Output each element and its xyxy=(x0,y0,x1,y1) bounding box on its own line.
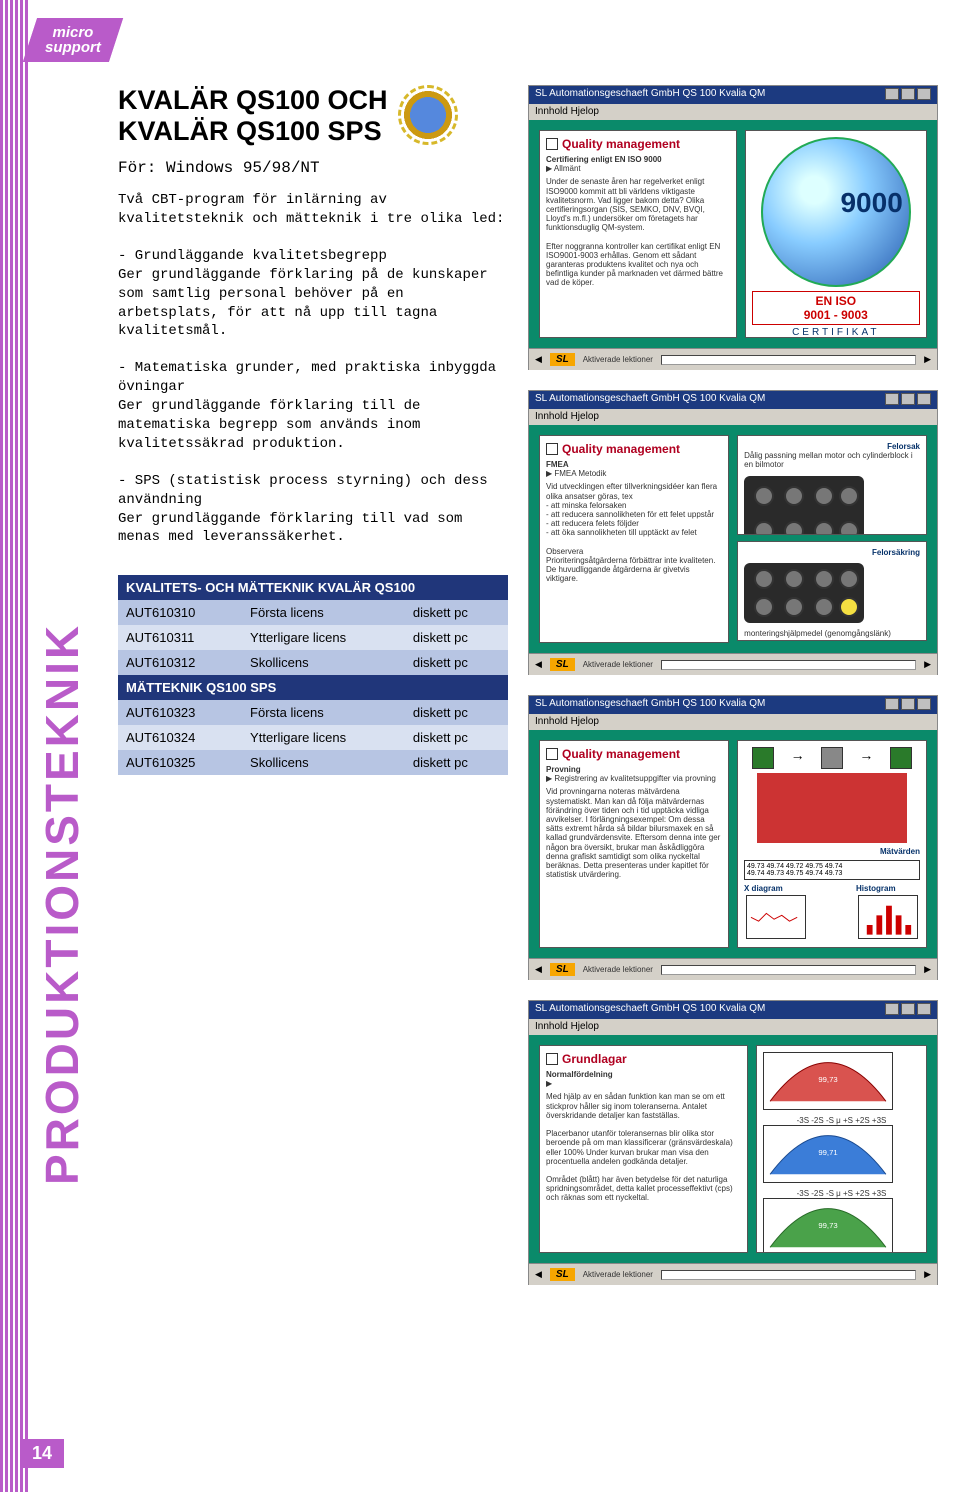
shot3-left-panel: Quality management Provning▶ Registrerin… xyxy=(539,740,729,948)
svensk-text-badge-icon xyxy=(398,85,458,145)
table-section-header: MÄTTEKNIK QS100 SPS xyxy=(118,675,508,700)
table-row: AUT610312 Skollicens diskett pc xyxy=(118,650,508,675)
window-buttons-icon xyxy=(885,88,931,102)
page-number: 14 xyxy=(20,1439,64,1468)
page-title: KVALÄR QS100 OCH KVALÄR QS100 SPS xyxy=(118,85,388,147)
values-mini-table: 49.73 49.74 49.72 49.75 49.7449.74 49.73… xyxy=(744,860,920,880)
bell-curve-chart: 99,73 xyxy=(763,1198,893,1253)
intro-paragraph: Två CBT-program för inlärning av kvalite… xyxy=(118,191,508,229)
engine-block-icon xyxy=(744,476,864,535)
x-chart-icon xyxy=(746,895,806,939)
fwd-arrow-icon: ▶ xyxy=(924,354,931,365)
paragraph-3: - SPS (statistisk process styrning) och … xyxy=(118,472,508,548)
window-menubar: Innhold Hjelop xyxy=(529,104,937,120)
table-header: KVALITETS- OCH MÄTTEKNIK KVALÄR QS100 xyxy=(118,575,508,600)
logo-line2: support xyxy=(45,39,101,56)
part-icon xyxy=(752,747,774,769)
part-icon xyxy=(890,747,912,769)
table-row: AUT610323 Första licens diskett pc xyxy=(118,700,508,725)
screenshot-3: SL Automationsgeschaeft GmbH QS 100 Kval… xyxy=(528,695,938,980)
table-row: AUT610311 Ytterligare licens diskett pc xyxy=(118,625,508,650)
table-row: AUT610324 Ytterligare licens diskett pc xyxy=(118,725,508,750)
testing-fixture-icon xyxy=(757,773,907,843)
globe-icon: 9000 xyxy=(761,137,911,287)
section-vertical-label: PRODUKTIONSTEKNIK xyxy=(35,623,89,1185)
shot2-right-panel: Felorsak Dålig passning mellan motor och… xyxy=(737,435,927,643)
paragraph-1: - Grundläggande kvalitetsbegrepp Ger gru… xyxy=(118,247,508,341)
back-arrow-icon: ◀ xyxy=(535,354,542,365)
progress-bar xyxy=(661,355,916,365)
svg-text:99,71: 99,71 xyxy=(818,1148,837,1157)
bell-curve-chart: 99,71 xyxy=(763,1125,893,1183)
engine-block-icon xyxy=(744,563,864,623)
shot4-right-panel: 99,73 -3S -2S -S μ +S +2S +3S 99,71 -3S … xyxy=(756,1045,927,1253)
histogram-icon xyxy=(858,895,918,939)
svg-text:99,73: 99,73 xyxy=(818,1075,837,1084)
iso-badge: EN ISO9001 - 9003 xyxy=(752,291,920,325)
shot1-right-panel: 9000 EN ISO9001 - 9003 CERTIFIKAT xyxy=(745,130,927,338)
paragraph-2: - Matematiska grunder, med praktiska inb… xyxy=(118,359,508,453)
window-statusbar: ◀ SL Aktiverade lektioner ▶ xyxy=(529,348,937,370)
decorative-stripe xyxy=(0,0,28,1492)
screenshot-4: SL Automationsgeschaeft GmbH QS 100 Kval… xyxy=(528,1000,938,1285)
flag-icon xyxy=(546,138,558,150)
shot4-left-panel: Grundlagar Normalfördelning▶ Med hjälp a… xyxy=(539,1045,748,1253)
svg-text:99,73: 99,73 xyxy=(818,1221,837,1230)
table-row: AUT610325 Skollicens diskett pc xyxy=(118,750,508,775)
screenshot-1: SL Automationsgeschaeft GmbH QS 100 Kval… xyxy=(528,85,938,370)
table-row: AUT610310 Första licens diskett pc xyxy=(118,600,508,625)
shot2-left-panel: Quality management FMEA▶ FMEA Metodik Vi… xyxy=(539,435,729,643)
screenshot-2: SL Automationsgeschaeft GmbH QS 100 Kval… xyxy=(528,390,938,675)
window-titlebar: SL Automationsgeschaeft GmbH QS 100 Kval… xyxy=(529,86,937,104)
shot3-right-panel: → → Mätvärden 49.73 49.74 49.72 49.75 49… xyxy=(737,740,927,948)
product-table: KVALITETS- OCH MÄTTEKNIK KVALÄR QS100 AU… xyxy=(118,575,508,775)
shot1-left-panel: Quality management Certifiering enligt E… xyxy=(539,130,737,338)
bell-curve-chart: 99,73 xyxy=(763,1052,893,1110)
brand-logo: microsupport xyxy=(23,18,123,62)
subheading: För: Windows 95/98/NT xyxy=(118,159,508,177)
gauge-icon xyxy=(821,747,843,769)
